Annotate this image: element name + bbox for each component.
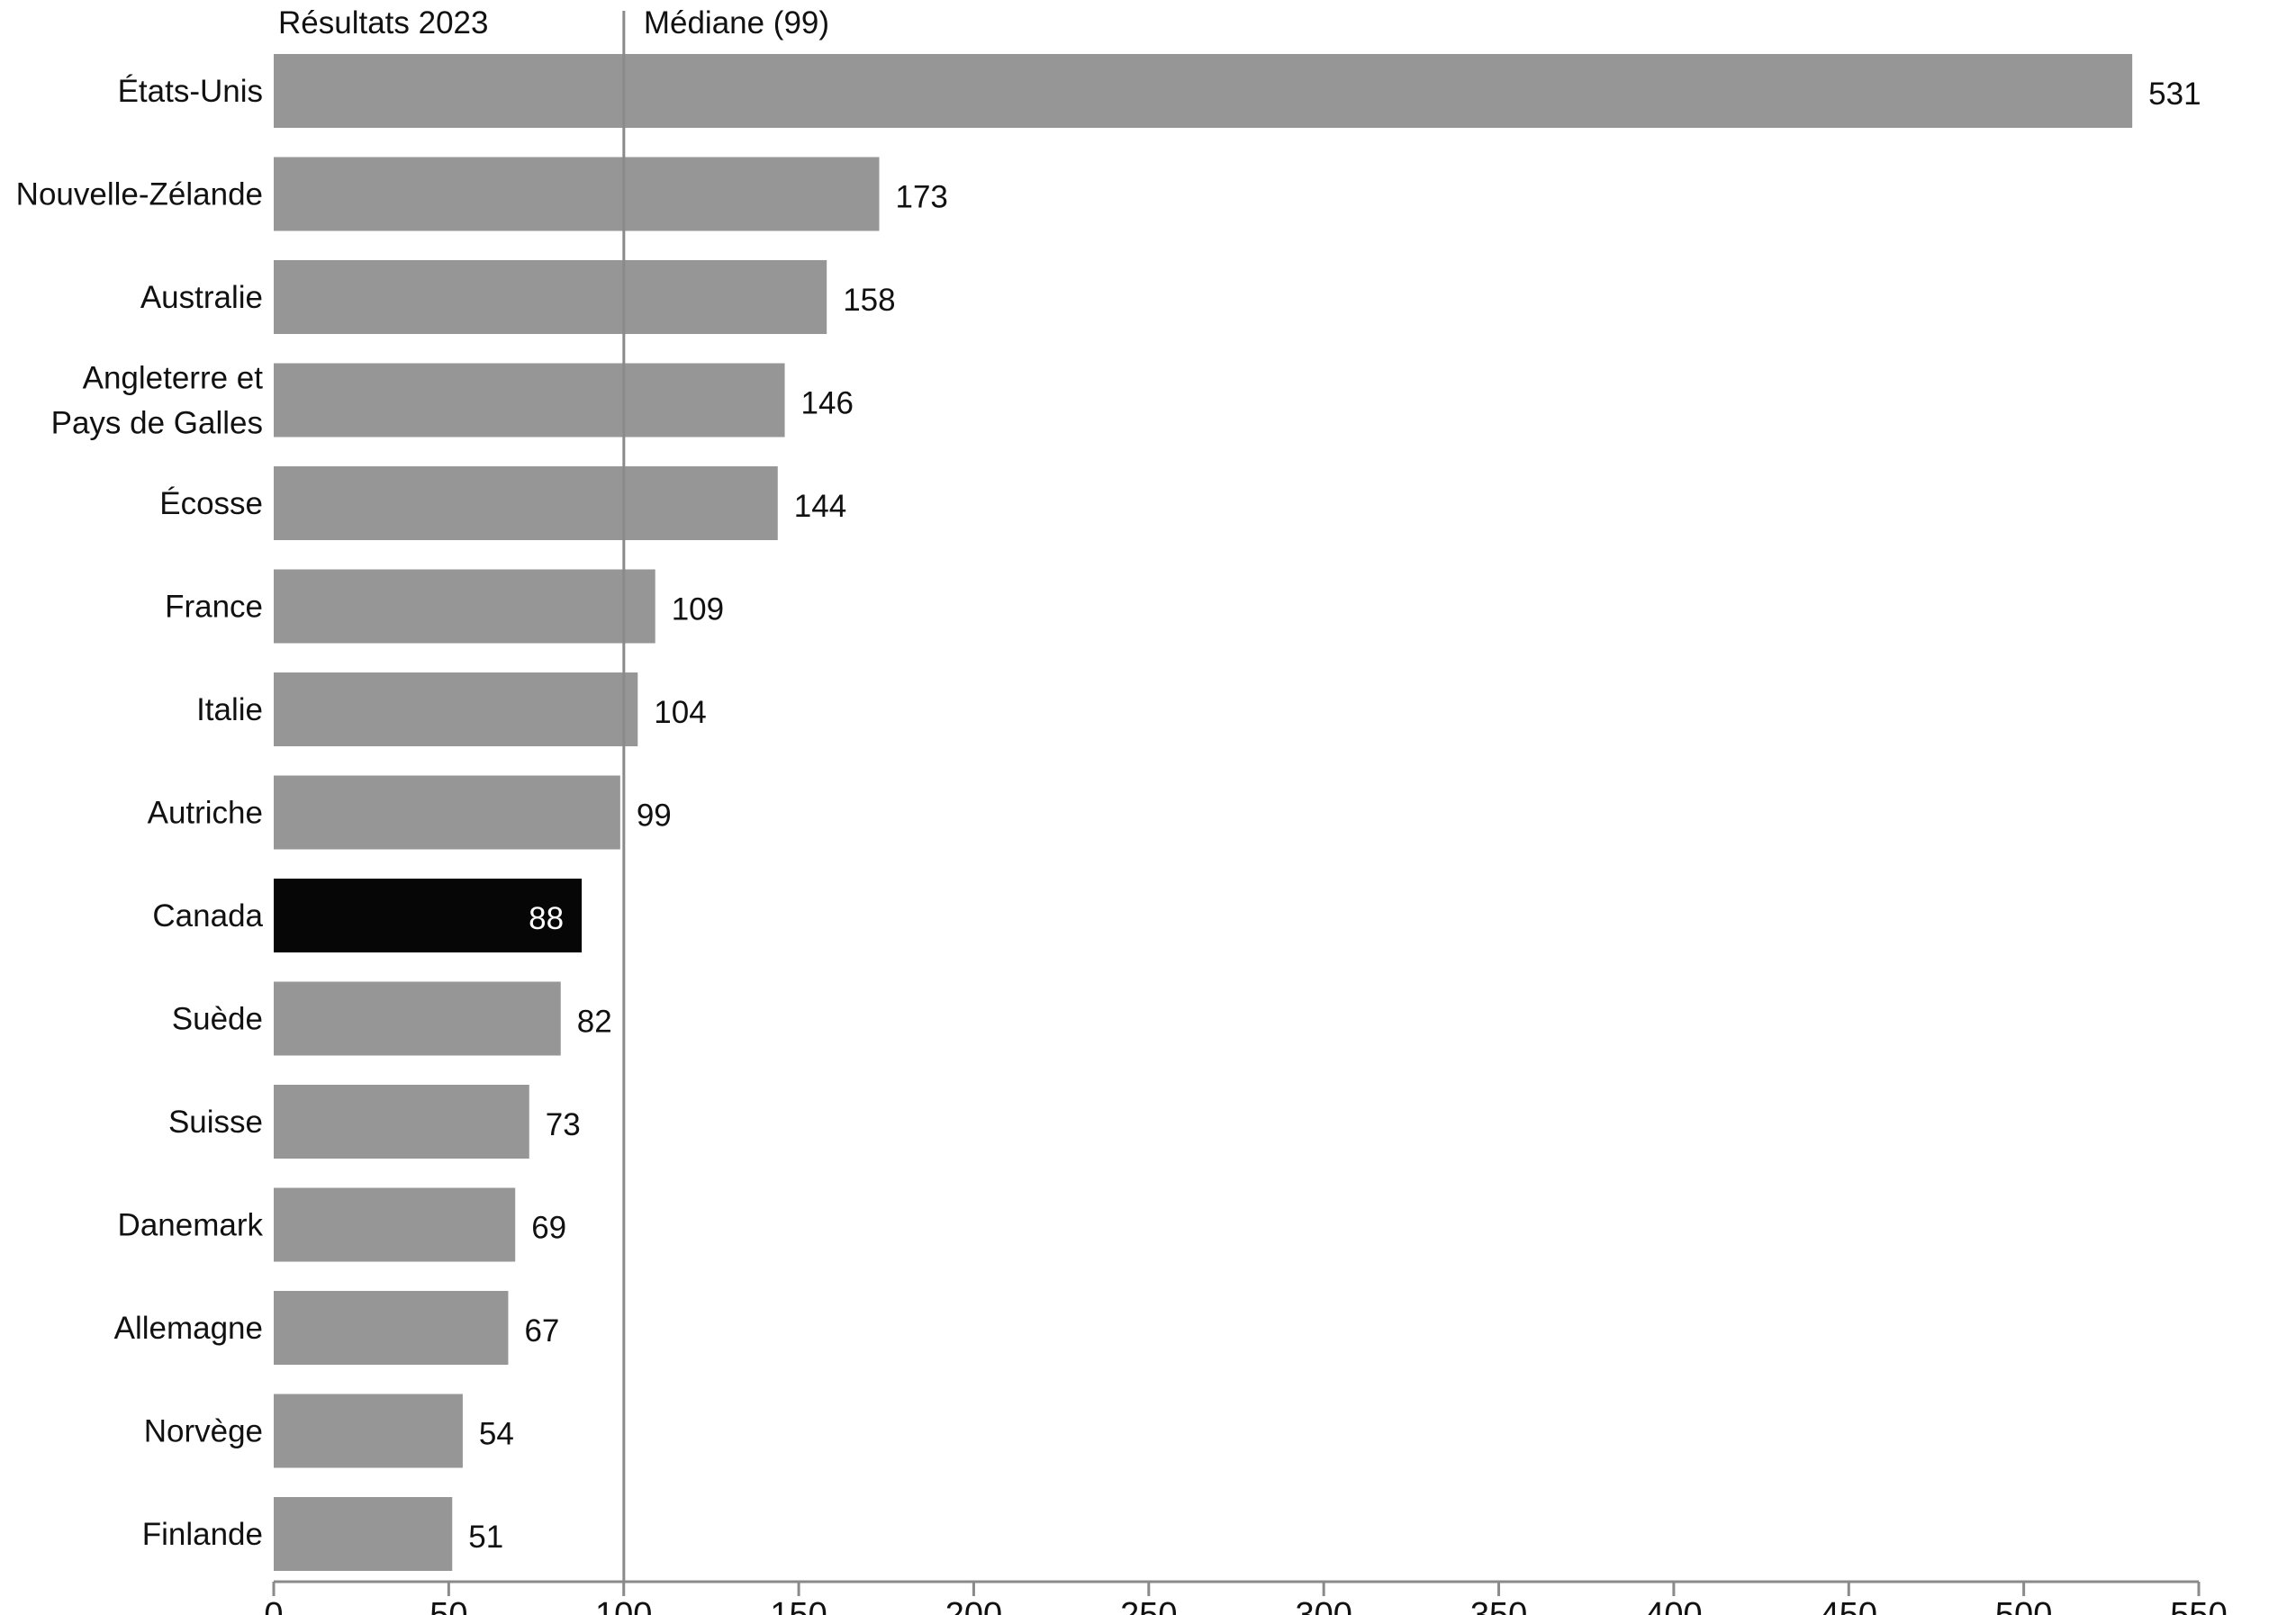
value-label: 54 <box>479 1417 514 1452</box>
value-label: 109 <box>672 592 724 627</box>
bar-12 <box>274 1291 509 1365</box>
x-tick-label: 350 <box>1470 1596 1527 1615</box>
category-label: Nouvelle-Zélande <box>16 177 263 212</box>
category-label: France <box>165 590 263 625</box>
category-label: Suède <box>172 1002 263 1037</box>
value-label: 82 <box>577 1005 612 1040</box>
bar-3 <box>274 363 785 438</box>
value-label: 531 <box>2148 77 2201 112</box>
category-label: Canada <box>152 898 263 934</box>
bar-13 <box>274 1394 463 1468</box>
bar-4 <box>274 466 778 540</box>
category-label: Suisse <box>168 1105 263 1140</box>
value-label: 146 <box>801 386 854 421</box>
bar-11 <box>274 1187 516 1262</box>
x-tick-label: 400 <box>1645 1596 1702 1615</box>
x-tick-label: 200 <box>945 1596 1002 1615</box>
x-tick-label: 500 <box>1995 1596 2052 1615</box>
x-tick-label: 50 <box>429 1596 467 1615</box>
value-label: 51 <box>468 1520 503 1555</box>
category-label: États-Unis <box>118 74 263 109</box>
bar-6 <box>274 672 638 746</box>
category-label: Australie <box>140 280 263 315</box>
bar-8 <box>274 879 583 952</box>
category-label: Danemark <box>118 1208 264 1243</box>
x-tick-label: 150 <box>770 1596 827 1615</box>
bar-0 <box>274 54 2133 128</box>
bar-7 <box>274 775 620 850</box>
bar-2 <box>274 260 827 334</box>
value-labels: 531 173 158 146 144 109 104 99 88 82 73 69 67 54 51 <box>468 77 2201 1555</box>
category-label: Pays de Galles <box>51 406 263 441</box>
value-label: 99 <box>637 798 672 834</box>
bar-14 <box>274 1497 453 1571</box>
x-tick-label: 300 <box>1295 1596 1351 1615</box>
value-label: 173 <box>895 180 947 215</box>
category-label: Écosse <box>159 486 263 521</box>
value-label: 67 <box>524 1313 559 1349</box>
bars-group <box>274 54 2133 1571</box>
category-label: Italie <box>196 692 263 727</box>
value-label: 88 <box>529 901 564 936</box>
x-axis-ticks: 0 50 100 150 200 250 300 350 400 450 500 550 <box>264 1582 2228 1615</box>
results-header: Résultats 2023 <box>278 5 488 41</box>
value-label: 69 <box>531 1211 566 1246</box>
value-label: 73 <box>546 1107 581 1142</box>
bar-1 <box>274 157 880 231</box>
bar-9 <box>274 981 561 1056</box>
x-tick-label: 0 <box>264 1596 283 1615</box>
bar-10 <box>274 1085 529 1159</box>
x-tick-label: 550 <box>2170 1596 2227 1615</box>
category-label: Norvège <box>144 1414 263 1449</box>
x-tick-label: 100 <box>595 1596 652 1615</box>
bar-5 <box>274 569 655 644</box>
x-tick-label: 250 <box>1120 1596 1177 1615</box>
category-label: Finlande <box>142 1517 263 1552</box>
category-label: Autriche <box>148 796 263 831</box>
category-label: Angleterre et <box>83 361 264 396</box>
median-label: Médiane (99) <box>644 5 829 41</box>
value-label: 144 <box>794 489 846 524</box>
category-label: Allemagne <box>114 1311 263 1346</box>
value-label: 158 <box>843 283 895 318</box>
category-labels: États-Unis Nouvelle-Zélande Australie Angle… <box>16 74 264 1552</box>
value-label: 104 <box>654 695 706 730</box>
x-tick-label: 450 <box>1821 1596 1877 1615</box>
